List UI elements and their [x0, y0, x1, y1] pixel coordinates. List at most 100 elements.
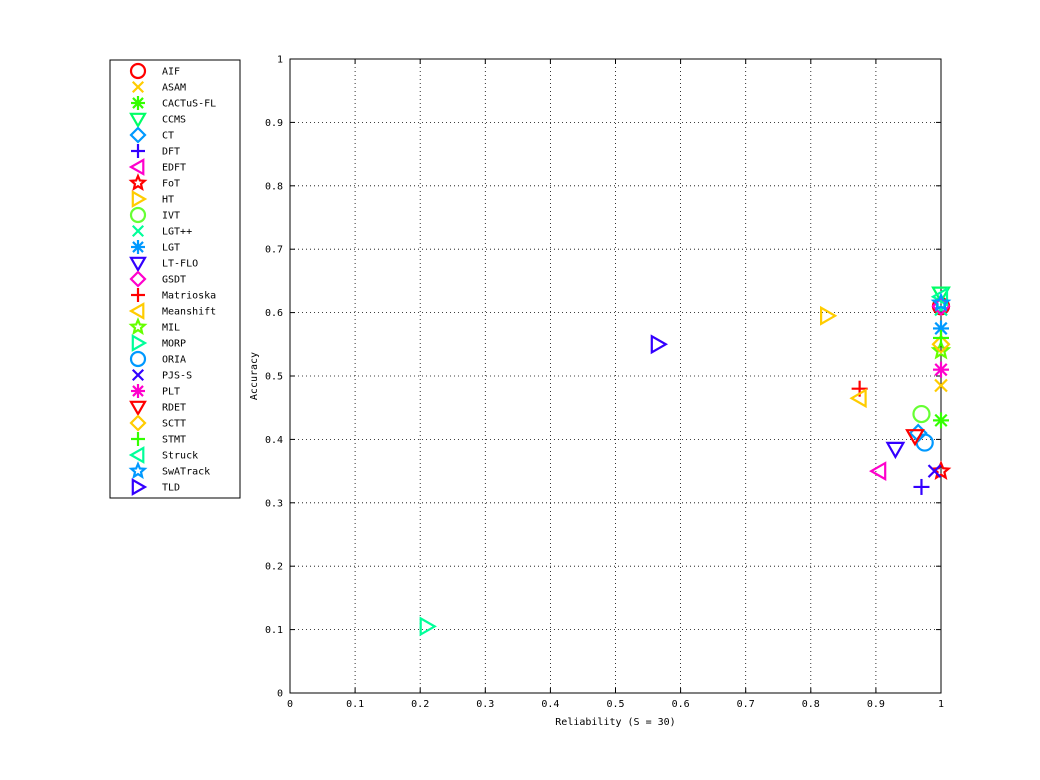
- legend-label: Matrioska: [162, 291, 216, 302]
- legend-marker: [131, 224, 145, 238]
- legend-marker: [131, 96, 145, 110]
- legend-marker: [129, 62, 147, 80]
- x-tick-label: 0.7: [737, 699, 755, 710]
- legend-marker: [129, 112, 147, 129]
- legend-item: PLT: [131, 384, 180, 398]
- legend-marker: [128, 461, 148, 480]
- legend-marker: [131, 334, 148, 352]
- data-points: [419, 286, 952, 637]
- legend-marker: [129, 400, 147, 417]
- legend-item: Matrioska: [131, 288, 216, 302]
- y-axis-label: Accuracy: [249, 352, 260, 400]
- legend-label: GSDT: [162, 275, 186, 286]
- y-tick-label: 0.2: [265, 562, 283, 573]
- legend-label: FoT: [162, 179, 180, 190]
- legend-item: LGT++: [131, 224, 192, 238]
- legend-marker: [131, 144, 145, 158]
- point-tld: [650, 334, 669, 355]
- legend-item: CT: [129, 126, 174, 144]
- legend-label: PLT: [162, 387, 180, 398]
- x-tick-label: 0.2: [411, 699, 429, 710]
- point-stmt: [933, 329, 949, 346]
- legend-label: LGT++: [162, 227, 192, 238]
- legend-item: PJS-S: [131, 368, 192, 382]
- legend-item: LT-FLO: [129, 256, 198, 273]
- legend-item: TLD: [131, 478, 180, 496]
- legend: AIF ASAM CACTuS-FL CCMS CT DFT EDFT FoT HT IVT LGT…: [109, 59, 241, 499]
- legend-label: EDFT: [162, 163, 186, 174]
- legend-item: IVT: [129, 206, 180, 224]
- x-tick-label: 0.8: [802, 699, 820, 710]
- legend-item: ASAM: [131, 80, 186, 94]
- legend-marker: [131, 288, 145, 302]
- point-lt-flo: [885, 441, 906, 460]
- legend-item: LGT: [131, 240, 180, 254]
- point-lgt: [933, 320, 949, 337]
- legend-marker: [129, 126, 147, 144]
- legend-marker: [131, 80, 145, 94]
- legend-label: SCTT: [162, 419, 186, 430]
- y-tick-label: 0.5: [265, 372, 283, 383]
- legend-label: RDET: [162, 403, 186, 414]
- point-pjs-s: [927, 464, 942, 478]
- legend-label: CACTuS-FL: [162, 99, 216, 110]
- y-tick-label: 0.8: [265, 181, 283, 192]
- point-struck: [930, 286, 949, 307]
- legend-label: CT: [162, 131, 174, 142]
- point-rdet: [905, 429, 925, 447]
- point-ivt: [912, 404, 931, 424]
- legend-label: CCMS: [162, 115, 186, 126]
- legend-item: SCTT: [129, 414, 186, 432]
- legend-marker: [129, 256, 147, 273]
- legend-marker: [131, 368, 145, 382]
- point-cactus-fl: [933, 412, 949, 429]
- point-ht: [819, 305, 838, 326]
- x-tick-label: 0.3: [476, 699, 494, 710]
- legend-item: MIL: [128, 317, 180, 336]
- legend-label: HT: [162, 195, 174, 206]
- legend-marker: [129, 350, 147, 368]
- legend-item: SwATrack: [128, 461, 210, 480]
- legend-item: AIF: [129, 62, 180, 80]
- x-tick-label: 0.6: [672, 699, 690, 710]
- legend-item: Meanshift: [128, 302, 216, 320]
- point-morp: [419, 616, 437, 637]
- legend-label: MIL: [162, 323, 180, 334]
- x-tick-label: 0: [287, 699, 293, 710]
- legend-marker: [129, 414, 147, 432]
- legend-item: FoT: [128, 173, 180, 192]
- legend-label: ORIA: [162, 355, 186, 366]
- y-tick-label: 0.7: [265, 245, 283, 256]
- legend-marker: [128, 173, 148, 192]
- legend-label: Meanshift: [162, 307, 216, 318]
- legend-marker: [131, 190, 148, 208]
- legend-item: EDFT: [128, 158, 186, 176]
- legend-label: IVT: [162, 211, 180, 222]
- legend-item: HT: [131, 190, 174, 208]
- y-tick-label: 0.1: [265, 625, 283, 636]
- legend-item: Struck: [128, 446, 198, 464]
- legend-item: DFT: [131, 144, 180, 158]
- x-tick-label: 0.1: [346, 699, 364, 710]
- point-meanshift: [849, 388, 867, 409]
- point-swatrack: [930, 292, 952, 312]
- legend-label: AIF: [162, 67, 180, 78]
- legend-marker: [129, 270, 147, 288]
- legend-label: MORP: [162, 339, 186, 350]
- legend-item: STMT: [131, 432, 186, 446]
- legend-marker: [131, 432, 145, 446]
- y-tick-label: 0.4: [265, 435, 283, 446]
- legend-marker: [128, 446, 145, 464]
- legend-item: CCMS: [129, 112, 186, 129]
- legend-marker: [128, 317, 148, 336]
- point-dft: [913, 478, 930, 495]
- y-tick-label: 0.6: [265, 308, 283, 319]
- legend-item: RDET: [129, 400, 186, 417]
- y-tick-label: 0.9: [265, 118, 283, 129]
- legend-label: ASAM: [162, 83, 186, 94]
- legend-label: Struck: [162, 451, 198, 462]
- point-fot: [930, 460, 952, 480]
- y-tick-label: 0: [277, 689, 283, 700]
- legend-item: GSDT: [129, 270, 186, 288]
- legend-label: DFT: [162, 147, 180, 158]
